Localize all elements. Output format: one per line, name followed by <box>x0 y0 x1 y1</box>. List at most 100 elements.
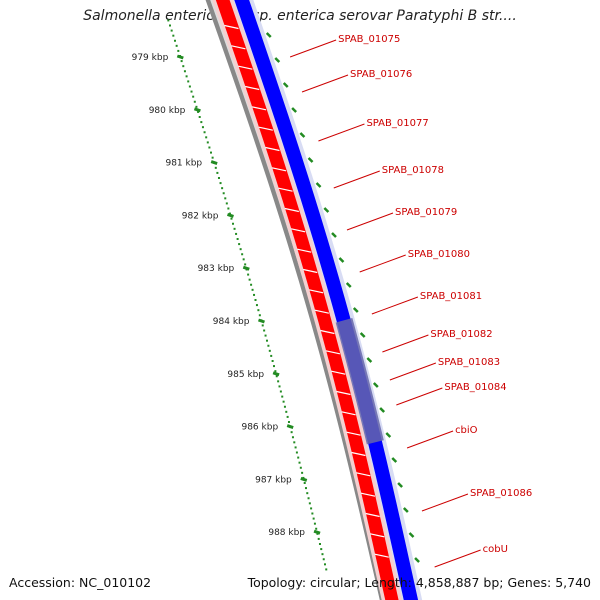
ruler-dot <box>250 283 253 286</box>
ruler-dot <box>241 253 244 256</box>
backbone-layer <box>205 0 387 600</box>
ruler-dot <box>173 39 176 42</box>
ruler-dot <box>182 65 185 68</box>
gene-arrow-gap <box>284 207 300 213</box>
strand-tick <box>299 132 306 138</box>
gene-arrow-gap <box>314 309 329 314</box>
gene-arrow-gap <box>346 431 361 436</box>
ruler-dot <box>268 349 271 352</box>
ruler-dot <box>255 304 258 307</box>
gene-arrow-gap <box>303 268 318 274</box>
ruler-dot <box>278 385 281 388</box>
gene-label: SPAB_01077 <box>366 118 428 129</box>
ruler-dot <box>211 156 214 159</box>
gene-arrow-gap <box>231 45 246 50</box>
ruler-dot <box>227 207 230 210</box>
ruler-dot <box>274 370 277 373</box>
ruler-dot <box>311 512 314 515</box>
ruler-tick-label: 985 kbp <box>227 370 264 380</box>
ruler-dot <box>251 288 254 291</box>
ruler-dot <box>197 110 200 113</box>
ruler-tick-label: 982 kbp <box>182 211 219 221</box>
ruler-dot <box>287 421 290 423</box>
ruler-tick-label: 987 kbp <box>255 475 292 485</box>
sequence-info: Topology: circular; Length: 4,858,887 bp… <box>248 575 591 590</box>
gene-arrow-gap <box>251 106 267 111</box>
strand-tick <box>323 207 330 213</box>
ruler-dot <box>257 309 260 312</box>
gene-label: SPAB_01079 <box>395 207 457 218</box>
strand-tick <box>397 482 404 488</box>
ruler-dot <box>281 395 284 398</box>
gene-leader-line <box>406 430 454 449</box>
strand-tick <box>379 407 386 413</box>
ruler-dot <box>265 339 268 342</box>
gene-label: cbiO <box>455 425 478 436</box>
gene-arrow-gap <box>271 167 287 172</box>
ruler-dot <box>279 390 282 393</box>
ruler-dot <box>206 141 209 144</box>
strand-tick <box>345 282 352 288</box>
ruler-tick <box>286 424 294 430</box>
strand-tick <box>331 232 337 238</box>
gene-arrow-gap <box>374 553 389 558</box>
genes-label: Genes: <box>507 575 552 590</box>
ruler-dot <box>210 151 213 154</box>
ruler-dot <box>200 121 203 124</box>
genes-value: 5,740 <box>555 575 591 590</box>
ruler-dot <box>298 461 301 464</box>
ruler-dot <box>248 278 251 281</box>
strand-tick <box>282 82 289 88</box>
gene-label: SPAB_01075 <box>338 34 400 45</box>
gene-arrow-gap <box>325 350 341 355</box>
reverse-strand-track <box>230 0 423 600</box>
ruler-dot <box>190 90 193 93</box>
ruler-dot <box>325 568 328 571</box>
ruler-dot <box>294 446 297 449</box>
ruler-tick <box>272 371 280 377</box>
ruler-dot <box>185 75 188 78</box>
ruler-tick <box>193 107 201 113</box>
ruler-dot <box>291 436 294 439</box>
ruler-tick-label: 988 kbp <box>268 528 305 538</box>
strand-tick <box>414 557 420 563</box>
ruler-dot <box>188 85 191 88</box>
ruler-dot <box>308 502 311 505</box>
gene-leader-line <box>371 296 419 315</box>
ruler-dot <box>221 187 224 190</box>
gene-leader-line <box>359 254 406 273</box>
gene-arrow-gap <box>370 533 385 538</box>
ruler-dot <box>277 380 280 383</box>
ruler-dot <box>236 238 239 240</box>
ruler-tick <box>313 529 321 535</box>
ruler-dot <box>198 116 201 118</box>
strand-tick <box>352 307 359 313</box>
ruler-dot <box>242 258 245 261</box>
ruler-tick <box>176 54 184 60</box>
ruler-dot <box>183 70 186 73</box>
map-title: Salmonella enterica subsp. enterica sero… <box>83 8 517 24</box>
ruler-dot <box>175 44 178 47</box>
strand-tick <box>265 32 272 38</box>
ruler-dot <box>315 527 318 530</box>
ruler-dot <box>225 202 228 205</box>
ruler-dot <box>247 273 250 276</box>
ruler-dot <box>285 410 288 413</box>
gene-arrow-gap <box>308 289 324 294</box>
gene-arrow-gap <box>258 126 273 131</box>
gene-arrow-gap <box>356 472 371 477</box>
ruler-ticks: 979 kbp 980 kbp 981 kbp 982 kbp 983 kbp 984 k… <box>132 32 420 563</box>
ruler-dot <box>172 34 175 37</box>
gene-leader-line <box>301 74 349 93</box>
gene-label: SPAB_01081 <box>420 291 482 302</box>
topology-label: Topology: <box>247 575 307 590</box>
ruler-dot <box>304 487 307 490</box>
gene-arrow-gap <box>360 492 376 497</box>
ruler-dot <box>320 548 323 551</box>
strand-tick <box>359 332 366 338</box>
gene-arrow-gap <box>365 512 380 518</box>
gene-arrow-gap <box>238 65 253 70</box>
ruler-dot <box>224 197 227 200</box>
ruler-dot <box>307 497 310 500</box>
